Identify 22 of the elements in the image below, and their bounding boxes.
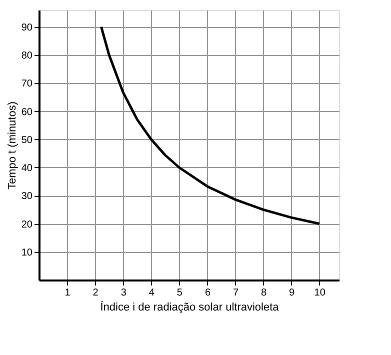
y-tick-label: 80 (21, 50, 33, 62)
line-series (100, 26, 321, 225)
y-tick-label: 50 (21, 134, 33, 146)
x-tick-label: 1 (64, 288, 71, 298)
x-tick-label: 3 (120, 288, 127, 298)
x-axis-title: Índice i de radiação solar ultravioleta (100, 300, 280, 314)
y-tick-label: 20 (21, 219, 33, 230)
x-tick-label: 5 (176, 288, 183, 298)
y-axis-title: Tempo t (minutos) (6, 101, 18, 190)
x-tick-label: 9 (289, 288, 296, 298)
x-tick-label: 8 (261, 288, 268, 298)
x-tick-label: 2 (92, 288, 99, 298)
x-tick-label: 6 (204, 288, 211, 298)
y-tick-label: 90 (21, 22, 33, 34)
y-tick-label: 30 (21, 191, 33, 202)
y-tick-label: 10 (21, 247, 33, 258)
y-tick-label: 70 (21, 78, 33, 90)
x-tick-label: 4 (148, 288, 155, 298)
y-tick-label: 40 (21, 163, 33, 174)
x-tick-label: 10 (314, 288, 326, 298)
y-tick-label: 60 (21, 106, 33, 118)
x-tick-label: 7 (232, 288, 239, 298)
